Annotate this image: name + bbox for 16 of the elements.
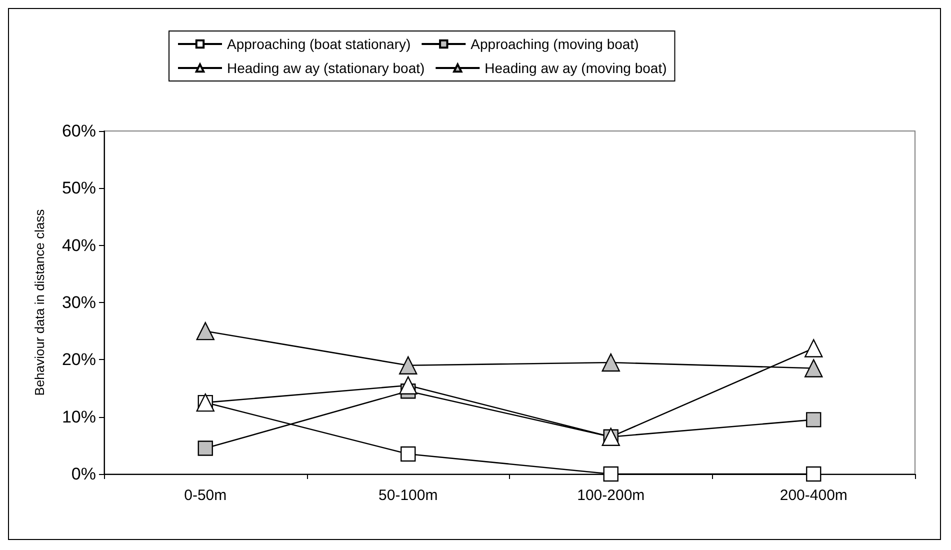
- y-tick-label: 10%: [62, 407, 96, 426]
- legend-label: Approaching (boat stationary): [227, 36, 411, 52]
- y-tick-label: 30%: [62, 293, 96, 312]
- x-tick-label: 100-200m: [577, 487, 645, 504]
- legend-label: Approaching (moving boat): [470, 36, 639, 52]
- y-tick-label: 20%: [62, 350, 96, 370]
- x-tick-label: 50-100m: [378, 487, 438, 504]
- legend-label: Heading aw ay (stationary boat): [227, 60, 425, 76]
- x-tick-label: 0-50m: [184, 487, 227, 504]
- legend-label: Heading aw ay (moving boat): [484, 60, 667, 76]
- x-tick-label: 200-400m: [780, 487, 848, 504]
- y-axis-title: Behaviour data in distance class: [32, 208, 47, 396]
- y-tick-label: 40%: [62, 236, 96, 255]
- y-tick-label: 0%: [71, 464, 96, 484]
- y-tick-label: 50%: [62, 178, 96, 198]
- y-tick-label: 60%: [62, 122, 96, 140]
